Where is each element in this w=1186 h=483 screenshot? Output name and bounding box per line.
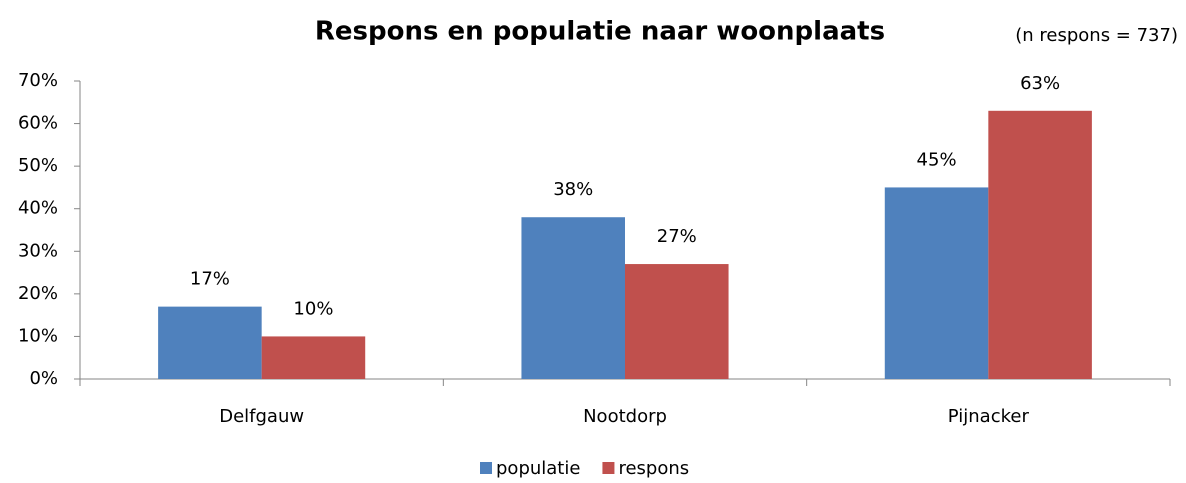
y-tick-label: 40% [18, 198, 58, 219]
legend-swatch [602, 462, 615, 474]
y-tick-label: 50% [18, 155, 58, 176]
bar [884, 187, 989, 379]
legend-label: respons [618, 458, 689, 479]
x-tick-label: Delfgauw [219, 406, 304, 427]
y-tick-label: 60% [18, 113, 58, 134]
chart-subtitle: (n respons = 737) [1015, 25, 1178, 46]
x-tick-label: Pijnacker [948, 406, 1030, 427]
y-tick-label: 30% [18, 240, 58, 261]
bar [521, 217, 625, 379]
bar [625, 264, 729, 379]
value-label: 27% [657, 226, 697, 247]
y-tick-label: 20% [18, 283, 58, 304]
y-tick-label: 10% [18, 325, 58, 346]
value-label: 38% [553, 179, 593, 200]
bar [158, 306, 262, 379]
legend-swatch [480, 462, 492, 474]
legend-label: populatie [496, 458, 580, 479]
x-tick-label: Nootdorp [583, 406, 667, 427]
value-label: 45% [917, 149, 957, 170]
bar [988, 110, 1092, 380]
y-tick-label: 0% [29, 368, 58, 389]
value-label: 63% [1020, 73, 1060, 94]
bar [261, 336, 366, 379]
value-label: 10% [293, 298, 333, 319]
y-tick-label: 70% [18, 70, 58, 91]
chart-title: Respons en populatie naar woonplaats [315, 17, 885, 47]
value-label: 17% [190, 269, 230, 290]
